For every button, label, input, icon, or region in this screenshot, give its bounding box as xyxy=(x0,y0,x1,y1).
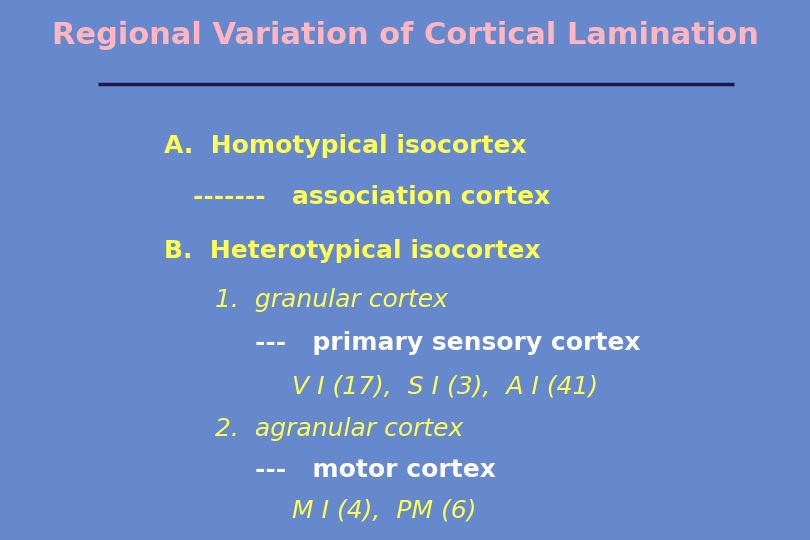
Text: 2.  agranular cortex: 2. agranular cortex xyxy=(215,417,463,441)
Text: A.  Homotypical isocortex: A. Homotypical isocortex xyxy=(164,134,526,158)
Text: 1.  granular cortex: 1. granular cortex xyxy=(215,288,448,312)
Text: B.  Heterotypical isocortex: B. Heterotypical isocortex xyxy=(164,239,540,263)
Text: Regional Variation of Cortical Lamination: Regional Variation of Cortical Laminatio… xyxy=(52,21,758,50)
Text: V I (17),  S I (3),  A I (41): V I (17), S I (3), A I (41) xyxy=(292,374,598,398)
Text: M I (4),  PM (6): M I (4), PM (6) xyxy=(292,498,476,522)
Text: -------   association cortex: ------- association cortex xyxy=(193,185,550,209)
Text: ---   primary sensory cortex: --- primary sensory cortex xyxy=(255,331,641,355)
Text: ---   motor cortex: --- motor cortex xyxy=(255,458,496,482)
